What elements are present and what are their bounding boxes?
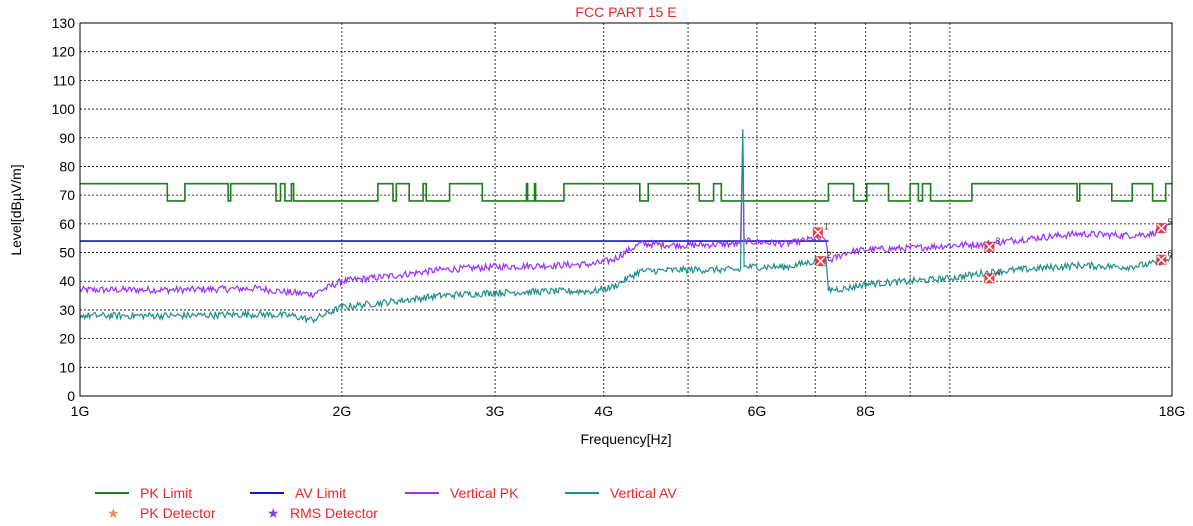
- marker-number: 1: [824, 221, 829, 231]
- pk-detector-star-icon: ★: [107, 505, 120, 521]
- series-vertical-pk: [79, 131, 1173, 299]
- y-axis-title: Level[dBµV/m]: [8, 164, 24, 255]
- marker-number: 4: [995, 267, 1000, 277]
- y-tick-label: 110: [53, 72, 76, 88]
- legend-label-vertical-pk: Vertical PK: [450, 485, 519, 501]
- y-tick-label: 70: [59, 187, 75, 203]
- x-tick-label: 3G: [486, 403, 505, 419]
- y-tick-label: 80: [59, 158, 75, 174]
- x-tick-label: 2G: [333, 403, 352, 419]
- pk-limit-swatch: [95, 492, 129, 494]
- legend-label-vertical-av: Vertical AV: [610, 485, 677, 501]
- marker-2: 2: [815, 250, 832, 267]
- y-tick-label: 10: [59, 359, 75, 375]
- y-tick-label: 40: [59, 273, 75, 289]
- x-tick-label: 1G: [71, 403, 90, 419]
- x-tick-label: 4G: [594, 403, 613, 419]
- legend-row-detectors: ★ PK Detector ★ RMS Detector: [95, 504, 795, 522]
- marker-number: 6: [1167, 249, 1172, 259]
- legend-label-pk-detector: PK Detector: [140, 505, 216, 521]
- marker-cross: [1156, 223, 1166, 233]
- av-limit-swatch: [250, 492, 284, 494]
- marker-6: 6: [1156, 249, 1172, 265]
- legend-label-av-limit: AV Limit: [295, 485, 347, 501]
- marker-3: 3: [984, 236, 1000, 252]
- x-tick-label: 18G: [1159, 403, 1185, 419]
- y-tick-label: 60: [59, 216, 75, 232]
- legend-label-rms-detector: RMS Detector: [290, 505, 378, 521]
- legend-row-lines: PK Limit AV Limit Vertical PK Vertical A…: [95, 484, 795, 502]
- marker-cross: [813, 227, 823, 237]
- grid: [80, 22, 1172, 396]
- vertical-pk-swatch: [405, 492, 439, 494]
- marker-cross: [984, 273, 994, 283]
- series-layer: [79, 129, 1173, 324]
- chart-title: FCC PART 15 E: [575, 4, 676, 20]
- marker-5: 5: [1156, 217, 1172, 234]
- marker-number: 2: [827, 250, 832, 260]
- marker-cross: [816, 256, 826, 266]
- rms-detector-star-icon: ★: [267, 505, 280, 521]
- marker-1: 1: [812, 221, 829, 238]
- axes: 0 10 20 30 40 50 60 70 80 90 100 110 120 130 1G 2G 3G 4G 6…: [52, 15, 1186, 419]
- y-tick-label: 30: [59, 302, 75, 318]
- y-tick-label: 120: [52, 44, 76, 60]
- marker-cross: [984, 242, 994, 252]
- marker-4: 4: [984, 267, 1000, 284]
- x-tick-label: 6G: [748, 403, 767, 419]
- vertical-av-swatch: [565, 492, 599, 494]
- y-tick-label: 90: [59, 130, 75, 146]
- marker-number: 3: [995, 236, 1000, 246]
- marker-cross: [1156, 255, 1166, 265]
- x-axis-title: Frequency[Hz]: [580, 431, 671, 447]
- x-tick-label: 8G: [856, 403, 875, 419]
- y-tick-label: 50: [59, 245, 75, 261]
- y-tick-label: 0: [67, 388, 75, 404]
- y-tick-label: 130: [52, 15, 76, 31]
- y-tick-label: 20: [59, 331, 75, 347]
- y-tick-label: 100: [52, 101, 76, 117]
- series-pk-limit: [80, 182, 1172, 202]
- series-vertical-av: [79, 129, 1173, 324]
- legend-label-pk-limit: PK Limit: [140, 485, 193, 501]
- plot-frame: [79, 22, 1173, 397]
- marker-number: 5: [1167, 217, 1172, 227]
- marker-layer: 1 2 3 4 5 6: [812, 217, 1172, 284]
